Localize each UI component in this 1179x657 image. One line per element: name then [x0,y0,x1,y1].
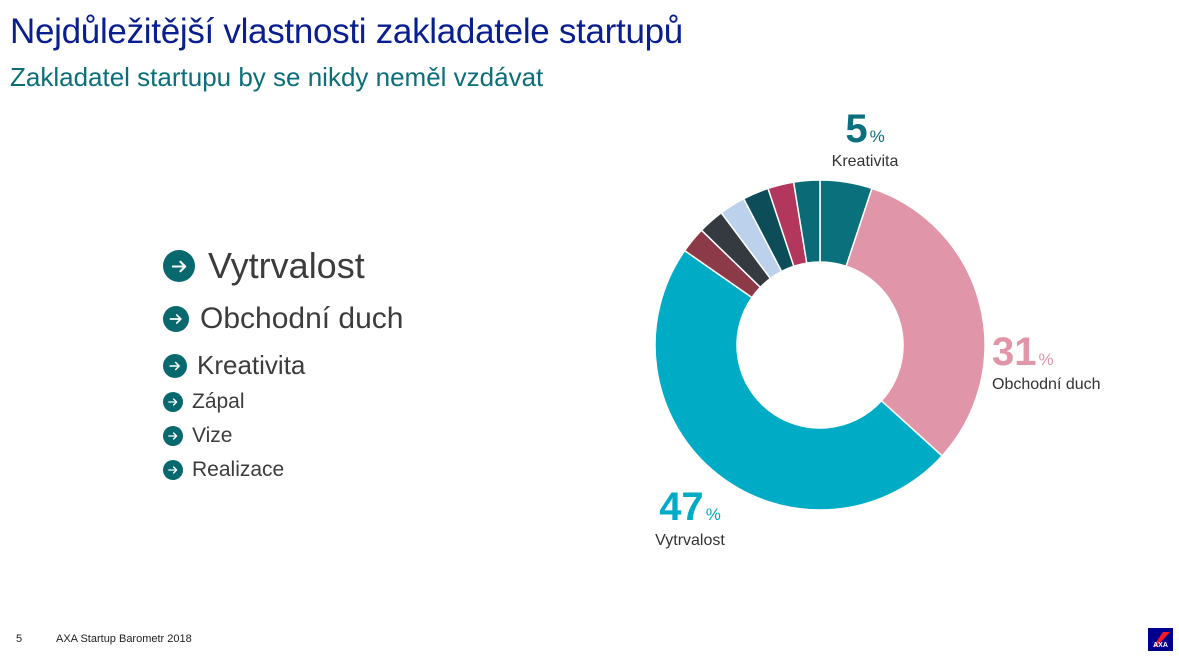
arrow-right-circle-icon [163,460,183,480]
bullet-item: Vytrvalost [163,245,365,287]
slice-name-label: Vytrvalost [655,532,725,549]
bullet-label: Kreativita [197,350,306,380]
donut-slice [792,179,821,264]
bullet-label: Zápal [192,390,245,413]
footer-source: AXA Startup Barometr 2018 [56,633,192,645]
arrow-right-circle-icon [163,353,187,378]
bullet-item: Obchodní duch [163,302,403,336]
bullet-item: Zápal [163,390,245,414]
bullet-item: Realizace [163,458,284,482]
slice-value-label: 47% [659,485,721,529]
donut-slice [845,187,986,457]
slice-value-label: 31% [992,330,1054,374]
svg-text:AXA: AXA [1153,642,1168,649]
slice-value-label: 5% [845,107,884,151]
bullet-item: Kreativita [163,350,305,381]
slice-name-label: Obchodní duch [992,376,1101,393]
slice-name-label: Kreativita [832,153,899,170]
bullet-item: Vize [163,424,232,448]
bullet-label: Vize [192,424,233,447]
page-title: Nejdůležitější vlastnosti zakladatele st… [10,12,683,51]
arrow-right-circle-icon [163,392,183,412]
arrow-right-circle-icon [163,426,183,446]
page-subtitle: Zakladatel startupu by se nikdy neměl vz… [10,62,544,92]
donut-slice [654,249,944,511]
bullet-list: Vytrvalost Obchodní duch Kreativita Zápal Vi… [163,0,563,520]
bullet-label: Obchodní duch [200,302,404,335]
bullet-label: Vytrvalost [208,245,365,286]
arrow-right-circle-icon [163,306,189,332]
axa-logo: AXA [1148,628,1173,651]
donut-chart: 5 % Kreativita 31 % Obchodní duch 47 % Vytrvalos… [654,107,1101,549]
page-number: 5 [16,633,23,645]
arrow-right-circle-icon [163,250,195,282]
bullet-label: Realizace [192,458,285,481]
